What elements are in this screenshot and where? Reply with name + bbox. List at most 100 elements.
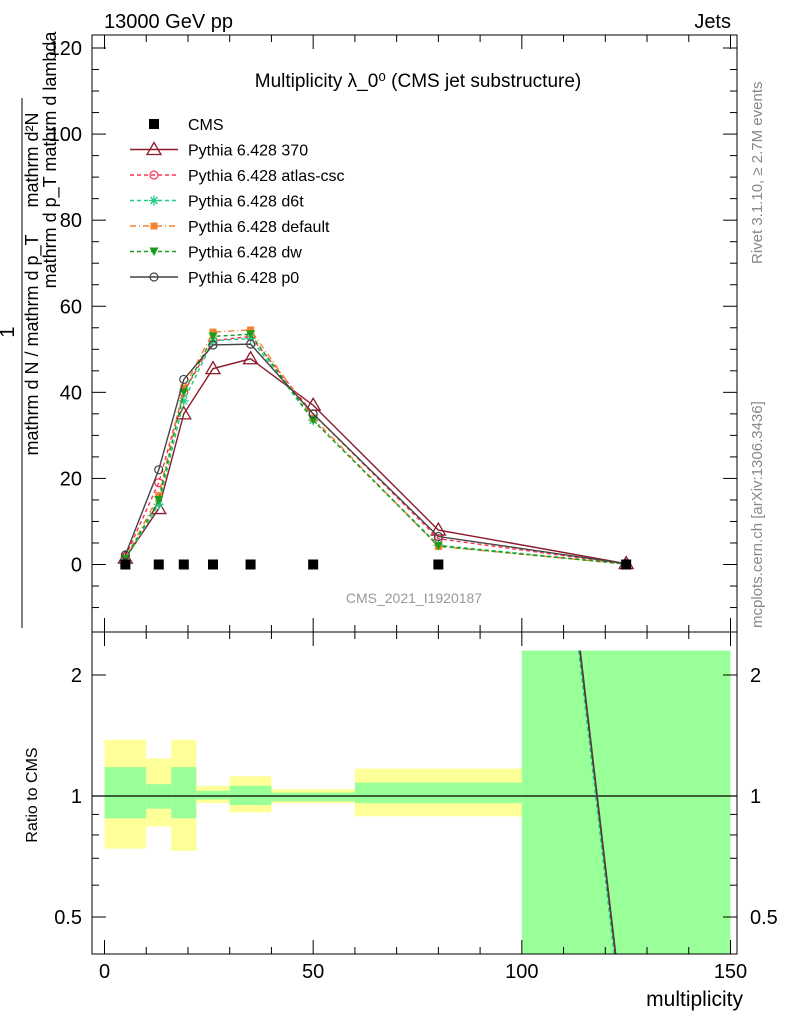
data-point [209, 328, 217, 336]
green-band [171, 767, 197, 819]
legend-label: Pythia 6.428 d6t [188, 194, 304, 211]
ratio-y-label: Ratio to CMS [24, 747, 41, 842]
main-y-label: 1 mathrm d N / mathrm d p_T mathrm d²N m… [0, 31, 61, 628]
data-point [621, 559, 632, 570]
series-line [124, 329, 627, 565]
y-label-denominator-prefix: mathrm d N / mathrm d p_T [22, 234, 43, 455]
legend-marker [149, 247, 159, 256]
legend-label: CMS [188, 117, 224, 134]
data-point [204, 360, 222, 375]
ratio-y-tick-label: 1 [71, 786, 82, 808]
green-band [104, 767, 147, 819]
legend-marker [149, 272, 159, 282]
star-stroke [150, 196, 158, 205]
series-line [124, 335, 627, 565]
ratio-line [579, 650, 617, 955]
green-band [521, 650, 731, 954]
ratio-line [577, 650, 615, 955]
series-line [124, 337, 627, 565]
y-tick-label: 60 [60, 296, 82, 318]
ratio-y-axis: 0.5 0.5 1 1 2 2 [54, 665, 778, 929]
legend-label: Pythia 6.428 p0 [188, 270, 299, 287]
series-line [124, 357, 627, 565]
data-point [155, 492, 163, 500]
legend-entry: Pythia 6.428 atlas-csc [130, 168, 345, 185]
series-pythia-6-428-370 [117, 350, 635, 570]
data-point [180, 384, 188, 392]
y-tick-label: 40 [60, 382, 82, 404]
ratio-uncertainty-bands [92, 650, 737, 954]
data-point [208, 340, 218, 350]
data-point [246, 330, 256, 339]
main-title: Multiplicity λ_0⁰ (CMS jet substructure) [255, 71, 581, 92]
data-point [120, 550, 130, 560]
data-point [433, 531, 443, 542]
legend-label: Pythia 6.428 atlas-csc [188, 168, 345, 185]
y-tick-label: 120 [49, 38, 82, 60]
data-point [308, 416, 318, 425]
y-tick-label: 0 [71, 555, 82, 577]
y-label-inner-denominator: mathrm d p_T mathrm d lambda [40, 31, 61, 289]
data-point [433, 541, 443, 551]
legend-label: Pythia 6.428 dw [188, 245, 302, 262]
ratio-y-tick-label: 2 [71, 665, 82, 687]
main-series-layer [117, 326, 635, 570]
data-point [179, 388, 189, 397]
y-tick-label: 80 [60, 210, 82, 232]
data-point [245, 339, 256, 349]
green-band [271, 792, 355, 802]
legend-label: Pythia 6.428 370 [188, 143, 308, 160]
data-point [154, 495, 164, 505]
data-point [433, 559, 444, 570]
legend-marker [149, 170, 159, 180]
x-tick-label: 0 [99, 961, 110, 983]
legend-entry: Pythia 6.428 370 [130, 141, 308, 160]
green-band [229, 785, 272, 805]
ratio-plot-frame [91, 631, 738, 955]
data-point [242, 350, 259, 365]
y-label-prefix: 1 [0, 326, 19, 337]
ratio-y-tick-label-right: 0.5 [750, 907, 778, 929]
x-axis-label: multiplicity [646, 988, 743, 1011]
mcplots-credit-label: mcplots.cern.ch [arXiv:1306.3436] [749, 401, 766, 628]
series-line [124, 343, 627, 565]
green-band [196, 790, 230, 800]
data-point [179, 374, 189, 385]
legend-entry: CMS [149, 117, 224, 134]
data-point [175, 405, 192, 420]
green-band [354, 782, 522, 804]
ratio-lines [577, 650, 617, 955]
ratio-y-tick-label-right: 1 [750, 786, 761, 808]
data-point [178, 559, 189, 570]
ratio-plot: 0.5 0.5 1 1 2 2 0 50 100 150 Ratio to CMS multip… [24, 631, 778, 1011]
header-right: Jets [694, 11, 731, 33]
data-point [308, 409, 318, 419]
legend: CMS Pythia 6.428 370 Pythia 6.428 atlas-cs… [130, 117, 345, 287]
legend-entry: Pythia 6.428 d6t [130, 194, 304, 211]
star-stroke [179, 396, 188, 405]
series-cms [120, 559, 632, 570]
data-point [208, 332, 218, 341]
legend-marker [150, 222, 158, 230]
y-label-denominator: mathrm d N / mathrm d p_T [22, 234, 43, 455]
series-pythia-6-428-p0 [120, 339, 631, 569]
legend-marker [149, 119, 159, 129]
header-left: 13000 GeV pp [104, 11, 233, 33]
y-tick-label: 20 [60, 468, 82, 490]
data-point [208, 559, 219, 570]
series-pythia-6-428-d6t [120, 333, 632, 570]
data-point [245, 559, 256, 570]
series-pythia-6-428-atlas-csc [120, 331, 631, 569]
legend-marker [145, 141, 163, 156]
ratio-y-tick-label: 0.5 [54, 907, 82, 929]
legend-marker [149, 195, 159, 206]
data-point [120, 559, 131, 570]
x-tick-label: 50 [302, 961, 324, 983]
series-pythia-6-428-dw [120, 330, 631, 569]
legend-entry: Pythia 6.428 p0 [130, 270, 299, 287]
legend-entry: Pythia 6.428 dw [130, 245, 302, 262]
data-point [308, 559, 319, 570]
data-point [178, 395, 189, 406]
x-tick-label: 150 [714, 961, 747, 983]
